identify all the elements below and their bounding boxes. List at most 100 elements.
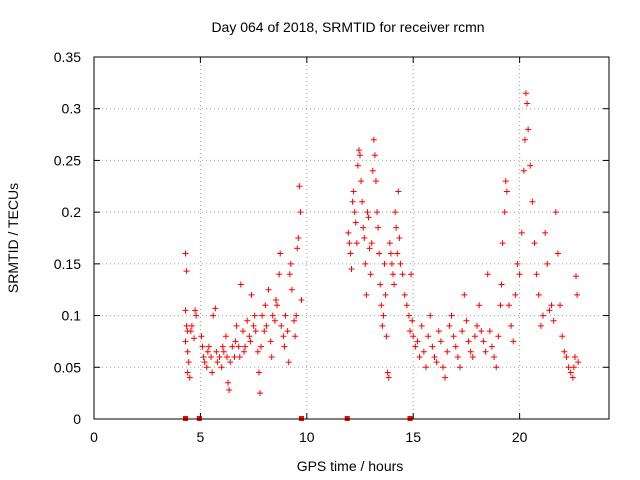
data-point bbox=[412, 343, 419, 350]
data-point bbox=[366, 245, 373, 252]
data-point bbox=[520, 167, 527, 174]
data-point bbox=[535, 291, 542, 298]
data-point bbox=[353, 240, 360, 247]
data-point bbox=[376, 250, 383, 257]
data-point bbox=[286, 271, 293, 278]
data-point bbox=[244, 317, 251, 324]
data-point bbox=[294, 245, 301, 252]
data-point bbox=[569, 374, 576, 381]
data-point bbox=[478, 328, 485, 335]
data-point bbox=[349, 198, 356, 205]
data-point bbox=[274, 302, 281, 309]
data-point bbox=[461, 291, 468, 298]
data-point bbox=[258, 343, 265, 350]
data-point bbox=[293, 312, 300, 319]
data-point bbox=[499, 240, 506, 247]
data-point bbox=[203, 364, 210, 371]
y-tick-labels: 0 0.05 0.1 0.15 0.2 0.25 0.3 0.35 bbox=[54, 49, 81, 427]
data-point bbox=[292, 333, 299, 340]
data-point bbox=[403, 302, 410, 309]
data-point bbox=[367, 271, 374, 278]
data-point bbox=[448, 312, 455, 319]
x-tick-label: 15 bbox=[405, 429, 421, 445]
data-point bbox=[388, 260, 395, 267]
data-point bbox=[199, 343, 206, 350]
data-point bbox=[565, 364, 572, 371]
data-point bbox=[405, 312, 412, 319]
data-point bbox=[280, 333, 287, 340]
data-point bbox=[533, 271, 540, 278]
data-point bbox=[575, 359, 582, 366]
y-tick-label: 0 bbox=[73, 411, 81, 427]
data-point bbox=[209, 369, 216, 376]
data-point bbox=[418, 322, 425, 329]
data-point bbox=[252, 328, 259, 335]
data-point bbox=[422, 364, 429, 371]
data-point bbox=[239, 328, 246, 335]
data-point bbox=[225, 379, 232, 386]
data-point bbox=[213, 348, 220, 355]
data-point bbox=[385, 374, 392, 381]
data-point bbox=[268, 353, 275, 360]
data-point bbox=[380, 312, 387, 319]
data-point bbox=[350, 188, 357, 195]
data-point bbox=[298, 297, 305, 304]
data-point bbox=[233, 322, 240, 329]
data-point bbox=[503, 188, 510, 195]
data-point bbox=[450, 333, 457, 340]
data-point bbox=[476, 302, 483, 309]
data-point bbox=[236, 353, 243, 360]
data-point bbox=[198, 333, 205, 340]
data-point bbox=[246, 333, 253, 340]
y-tick-label: 0.15 bbox=[54, 256, 81, 272]
y-axis-label: SRMTID / TECUs bbox=[5, 183, 21, 293]
data-point bbox=[508, 322, 515, 329]
data-point bbox=[542, 229, 549, 236]
data-point bbox=[208, 353, 215, 360]
data-point bbox=[276, 271, 283, 278]
data-point bbox=[573, 273, 580, 280]
data-point bbox=[237, 281, 244, 288]
data-point bbox=[550, 317, 557, 324]
data-point bbox=[465, 338, 472, 345]
data-point bbox=[224, 353, 231, 360]
data-point bbox=[351, 209, 358, 216]
data-point bbox=[371, 152, 378, 159]
data-point bbox=[505, 302, 512, 309]
data-point bbox=[420, 348, 427, 355]
data-point bbox=[389, 271, 396, 278]
data-point bbox=[544, 260, 551, 267]
data-point bbox=[265, 286, 272, 293]
data-point bbox=[364, 209, 371, 216]
x-tick-labels: 0 5 10 15 20 bbox=[90, 429, 528, 445]
data-point bbox=[518, 229, 525, 236]
y-tick-label: 0.1 bbox=[62, 308, 82, 324]
data-point bbox=[493, 364, 500, 371]
data-point bbox=[414, 338, 421, 345]
data-point bbox=[386, 240, 393, 247]
data-point bbox=[557, 302, 564, 309]
data-point bbox=[204, 348, 211, 355]
data-point bbox=[357, 152, 364, 159]
y-tick-label: 0.05 bbox=[54, 359, 81, 375]
data-point bbox=[291, 317, 298, 324]
data-point bbox=[497, 302, 504, 309]
data-point bbox=[188, 322, 195, 329]
data-point bbox=[435, 328, 442, 335]
data-point bbox=[377, 281, 384, 288]
data-point bbox=[182, 250, 189, 257]
data-point bbox=[546, 307, 553, 314]
data-point bbox=[218, 364, 225, 371]
data-point bbox=[369, 167, 376, 174]
data-point bbox=[502, 178, 509, 185]
data-point bbox=[231, 353, 238, 360]
data-point bbox=[216, 353, 223, 360]
data-point bbox=[375, 224, 382, 231]
data-point bbox=[491, 353, 498, 360]
data-point bbox=[452, 343, 459, 350]
data-point bbox=[226, 387, 233, 394]
data-point bbox=[261, 328, 268, 335]
data-point bbox=[200, 353, 207, 360]
data-point bbox=[531, 240, 538, 247]
data-point bbox=[391, 281, 398, 288]
